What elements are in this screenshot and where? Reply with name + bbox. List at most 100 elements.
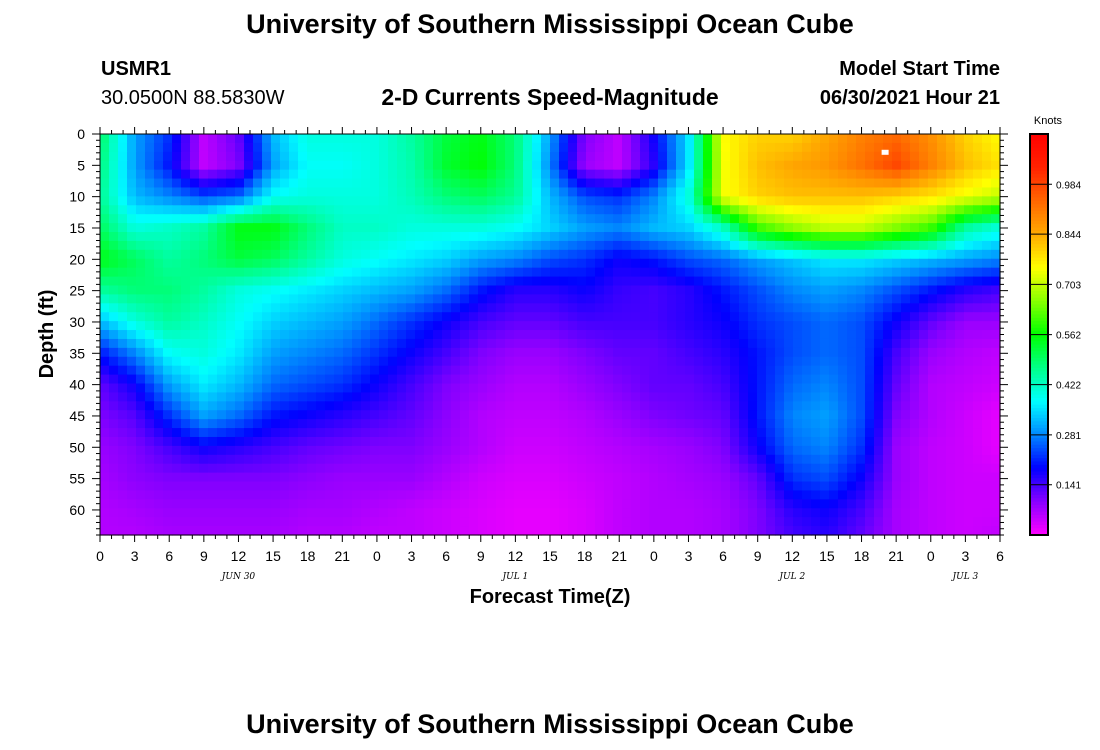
- heatmap-cell: [892, 187, 902, 197]
- heatmap-cell: [163, 187, 173, 197]
- colorbar-segment: [1030, 204, 1048, 209]
- heatmap-cell: [532, 232, 542, 242]
- heatmap-cell: [487, 196, 497, 206]
- heatmap-cell: [136, 481, 146, 492]
- heatmap-cell: [325, 267, 335, 278]
- heatmap-cell: [703, 383, 713, 394]
- heatmap-cell: [703, 481, 713, 492]
- heatmap-cell: [100, 419, 110, 429]
- heatmap-cell: [820, 472, 830, 483]
- heatmap-cell: [505, 160, 515, 171]
- heatmap-cell: [379, 285, 389, 295]
- heatmap-cell: [982, 508, 992, 518]
- heatmap-cell: [910, 258, 920, 269]
- heatmap-cell: [748, 330, 758, 340]
- heatmap-cell: [550, 258, 560, 269]
- heatmap-cell: [847, 356, 857, 367]
- heatmap-cell: [199, 508, 209, 518]
- heatmap-cell: [676, 383, 686, 394]
- heatmap-cell: [217, 392, 227, 402]
- heatmap-cell: [586, 169, 596, 180]
- heatmap-cell: [856, 338, 866, 349]
- heatmap-cell: [883, 401, 893, 411]
- heatmap-cell: [595, 258, 605, 269]
- heatmap-cell: [694, 187, 704, 197]
- heatmap-cell: [577, 321, 587, 331]
- heatmap-cell: [334, 312, 344, 322]
- heatmap-cell: [757, 223, 767, 233]
- heatmap-cell: [478, 178, 488, 189]
- heatmap-cell: [334, 223, 344, 233]
- heatmap-cell: [370, 267, 380, 278]
- heatmap-cell: [127, 232, 137, 242]
- heatmap-cell: [379, 178, 389, 189]
- heatmap-cell: [991, 169, 1001, 180]
- heatmap-cell: [352, 267, 362, 278]
- heatmap-cell: [478, 410, 488, 420]
- heatmap-cell: [577, 526, 587, 536]
- heatmap-cell: [370, 134, 380, 144]
- heatmap-cell: [379, 365, 389, 376]
- heatmap-cell: [820, 330, 830, 340]
- heatmap-cell: [892, 151, 902, 162]
- heatmap-cell: [352, 517, 362, 527]
- heatmap-cell: [766, 249, 776, 260]
- heatmap-cell: [451, 160, 461, 171]
- heatmap-cell: [145, 454, 155, 465]
- heatmap-cell: [496, 463, 506, 474]
- heatmap-cell: [289, 508, 299, 518]
- heatmap-cell: [883, 134, 893, 144]
- heatmap-cell: [838, 445, 848, 456]
- heatmap-cell: [163, 214, 173, 224]
- heatmap-cell: [937, 223, 947, 233]
- heatmap-cell: [361, 330, 371, 340]
- heatmap-cell: [487, 169, 497, 180]
- heatmap-cell: [307, 445, 317, 456]
- heatmap-cell: [856, 196, 866, 206]
- heatmap-cell: [307, 526, 317, 536]
- heatmap-cell: [226, 249, 236, 260]
- heatmap-cell: [757, 151, 767, 162]
- heatmap-cell: [811, 490, 821, 500]
- heatmap-cell: [991, 294, 1001, 304]
- heatmap-cell: [973, 160, 983, 171]
- heatmap-cell: [172, 338, 182, 349]
- heatmap-cell: [676, 463, 686, 474]
- heatmap-cell: [982, 383, 992, 394]
- heatmap-cell: [244, 187, 254, 197]
- heatmap-cell: [838, 428, 848, 438]
- heatmap-cell: [253, 214, 263, 224]
- heatmap-cell: [406, 312, 416, 322]
- heatmap-cell: [712, 205, 722, 215]
- heatmap-cell: [892, 276, 902, 287]
- heatmap-cell: [271, 285, 281, 295]
- heatmap-cell: [199, 374, 209, 385]
- heatmap-cell: [163, 526, 173, 536]
- heatmap-cell: [694, 330, 704, 340]
- heatmap-cell: [352, 401, 362, 411]
- heatmap-cell: [973, 249, 983, 260]
- heatmap-cell: [640, 499, 650, 509]
- heatmap-cell: [910, 481, 920, 492]
- heatmap-cell: [865, 508, 875, 518]
- heatmap-cell: [388, 356, 398, 367]
- heatmap-cell: [433, 205, 443, 215]
- heatmap-cell: [514, 356, 524, 367]
- heatmap-cell: [469, 356, 479, 367]
- colorbar-segment: [1030, 494, 1048, 499]
- heatmap-cell: [262, 267, 272, 278]
- heatmap-cell: [469, 285, 479, 295]
- heatmap-cell: [136, 258, 146, 269]
- heatmap-cell: [280, 472, 290, 483]
- heatmap-cell: [559, 151, 569, 162]
- heatmap-cell: [487, 240, 497, 251]
- heatmap-cell: [757, 463, 767, 474]
- heatmap-cell: [901, 151, 911, 162]
- heatmap-cell: [622, 347, 632, 358]
- heatmap-cell: [874, 463, 884, 474]
- heatmap-cell: [739, 508, 749, 518]
- heatmap-cell: [514, 410, 524, 420]
- heatmap-cell: [136, 445, 146, 456]
- heatmap-cell: [595, 383, 605, 394]
- heatmap-cell: [955, 205, 965, 215]
